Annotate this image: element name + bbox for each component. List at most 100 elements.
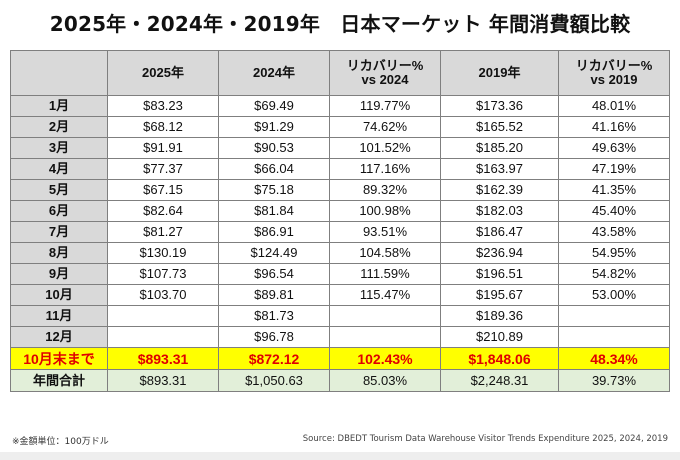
table-row: 12月 $96.78 $210.89 — [10, 326, 670, 348]
table-cell: 49.63% — [558, 137, 670, 159]
table-cell: $1,848.06 — [440, 347, 559, 370]
table-cell: $67.15 — [107, 179, 219, 201]
table-cell: 102.43% — [329, 347, 441, 370]
table-cell: $173.36 — [440, 95, 559, 117]
table-cell: 54.95% — [558, 242, 670, 264]
table-cell: 104.58% — [329, 242, 441, 264]
table-cell: 48.01% — [558, 95, 670, 117]
table-cell: 100.98% — [329, 200, 441, 222]
table-cell: $77.37 — [107, 158, 219, 180]
row-label: 11月 — [10, 305, 108, 327]
table-cell: $185.20 — [440, 137, 559, 159]
row-label: 4月 — [10, 158, 108, 180]
table-cell: 93.51% — [329, 221, 441, 243]
table-cell: $196.51 — [440, 263, 559, 285]
table-row: 3月 $91.91 $90.53 101.52% $185.20 49.63% — [10, 137, 670, 159]
table-cell: $236.94 — [440, 242, 559, 264]
row-label: 7月 — [10, 221, 108, 243]
row-label: 3月 — [10, 137, 108, 159]
annual-total-row: 年間合計 $893.31 $1,050.63 85.03% $2,248.31 39.73… — [10, 369, 670, 392]
unit-note: ※金額単位：100万ドル — [12, 437, 109, 447]
source-note: Source: DBEDT Tourism Data Warehouse Vis… — [302, 434, 668, 444]
table-cell: 39.73% — [558, 369, 670, 392]
table-cell: $893.31 — [107, 347, 219, 370]
row-label: 2月 — [10, 116, 108, 138]
table-cell: $96.54 — [218, 263, 330, 285]
table-row: 4月 $77.37 $66.04 117.16% $163.97 47.19% — [10, 158, 670, 180]
row-label: 10月 — [10, 284, 108, 306]
table-row: 9月 $107.73 $96.54 111.59% $196.51 54.82% — [10, 263, 670, 285]
col-header-2024: 2024年 — [218, 50, 330, 96]
table-cell: 45.40% — [558, 200, 670, 222]
table-cell: $103.70 — [107, 284, 219, 306]
table-cell — [107, 326, 219, 348]
table-cell: $81.27 — [107, 221, 219, 243]
table-cell: 89.32% — [329, 179, 441, 201]
table-cell: 101.52% — [329, 137, 441, 159]
table-cell — [329, 305, 441, 327]
table-row: 10月 $103.70 $89.81 115.47% $195.67 53.00% — [10, 284, 670, 306]
table-cell: $68.12 — [107, 116, 219, 138]
table-cell: 41.16% — [558, 116, 670, 138]
table-row: 2月 $68.12 $91.29 74.62% $165.52 41.16% — [10, 116, 670, 138]
table-cell: $90.53 — [218, 137, 330, 159]
table-cell: 53.00% — [558, 284, 670, 306]
row-label: 8月 — [10, 242, 108, 264]
table-cell: $91.29 — [218, 116, 330, 138]
bottom-strip — [0, 452, 680, 460]
table-cell: $186.47 — [440, 221, 559, 243]
table-cell: $162.39 — [440, 179, 559, 201]
table-cell: $96.78 — [218, 326, 330, 348]
page-title: 2025年・2024年・2019年 日本マーケット 年間消費額比較 — [49, 12, 631, 36]
table-cell: $163.97 — [440, 158, 559, 180]
table-cell: 117.16% — [329, 158, 441, 180]
table-cell: 54.82% — [558, 263, 670, 285]
row-label: 10月末まで — [10, 347, 108, 370]
table-cell: 119.77% — [329, 95, 441, 117]
table-row: 11月 $81.73 $189.36 — [10, 305, 670, 327]
table-cell: $1,050.63 — [218, 369, 330, 392]
table-cell: $91.91 — [107, 137, 219, 159]
table-cell: $130.19 — [107, 242, 219, 264]
col-header-recovery-vs-2019: リカバリー% vs 2019 — [558, 50, 670, 96]
col-header-2019: 2019年 — [440, 50, 559, 96]
table-cell: 41.35% — [558, 179, 670, 201]
row-label: 年間合計 — [10, 369, 108, 392]
table-cell — [558, 326, 670, 348]
col-header-2025: 2025年 — [107, 50, 219, 96]
table-cell: 85.03% — [329, 369, 441, 392]
table-cell: $165.52 — [440, 116, 559, 138]
table-cell: $82.64 — [107, 200, 219, 222]
row-label: 5月 — [10, 179, 108, 201]
table-cell: $81.84 — [218, 200, 330, 222]
table-cell: $107.73 — [107, 263, 219, 285]
row-label: 1月 — [10, 95, 108, 117]
table-cell: $2,248.31 — [440, 369, 559, 392]
table-cell: $195.67 — [440, 284, 559, 306]
table-cell: $81.73 — [218, 305, 330, 327]
table-cell: $210.89 — [440, 326, 559, 348]
corner-cell — [10, 50, 108, 96]
table-cell — [329, 326, 441, 348]
table-cell: $89.81 — [218, 284, 330, 306]
table-row: 5月 $67.15 $75.18 89.32% $162.39 41.35% — [10, 179, 670, 201]
table-cell: $872.12 — [218, 347, 330, 370]
table-cell: $83.23 — [107, 95, 219, 117]
table-cell — [107, 305, 219, 327]
table-cell: 115.47% — [329, 284, 441, 306]
table-cell — [558, 305, 670, 327]
table-cell: $75.18 — [218, 179, 330, 201]
table-cell: $893.31 — [107, 369, 219, 392]
table-cell: $124.49 — [218, 242, 330, 264]
table-cell: 47.19% — [558, 158, 670, 180]
table-row: 6月 $82.64 $81.84 100.98% $182.03 45.40% — [10, 200, 670, 222]
table-row: 7月 $81.27 $86.91 93.51% $186.47 43.58% — [10, 221, 670, 243]
table-cell: $86.91 — [218, 221, 330, 243]
table-cell: 111.59% — [329, 263, 441, 285]
table-cell: 74.62% — [329, 116, 441, 138]
table-cell: 43.58% — [558, 221, 670, 243]
col-header-recovery-vs-2024: リカバリー% vs 2024 — [329, 50, 441, 96]
table-row: 8月 $130.19 $124.49 104.58% $236.94 54.95% — [10, 242, 670, 264]
row-label: 12月 — [10, 326, 108, 348]
table-cell: $182.03 — [440, 200, 559, 222]
